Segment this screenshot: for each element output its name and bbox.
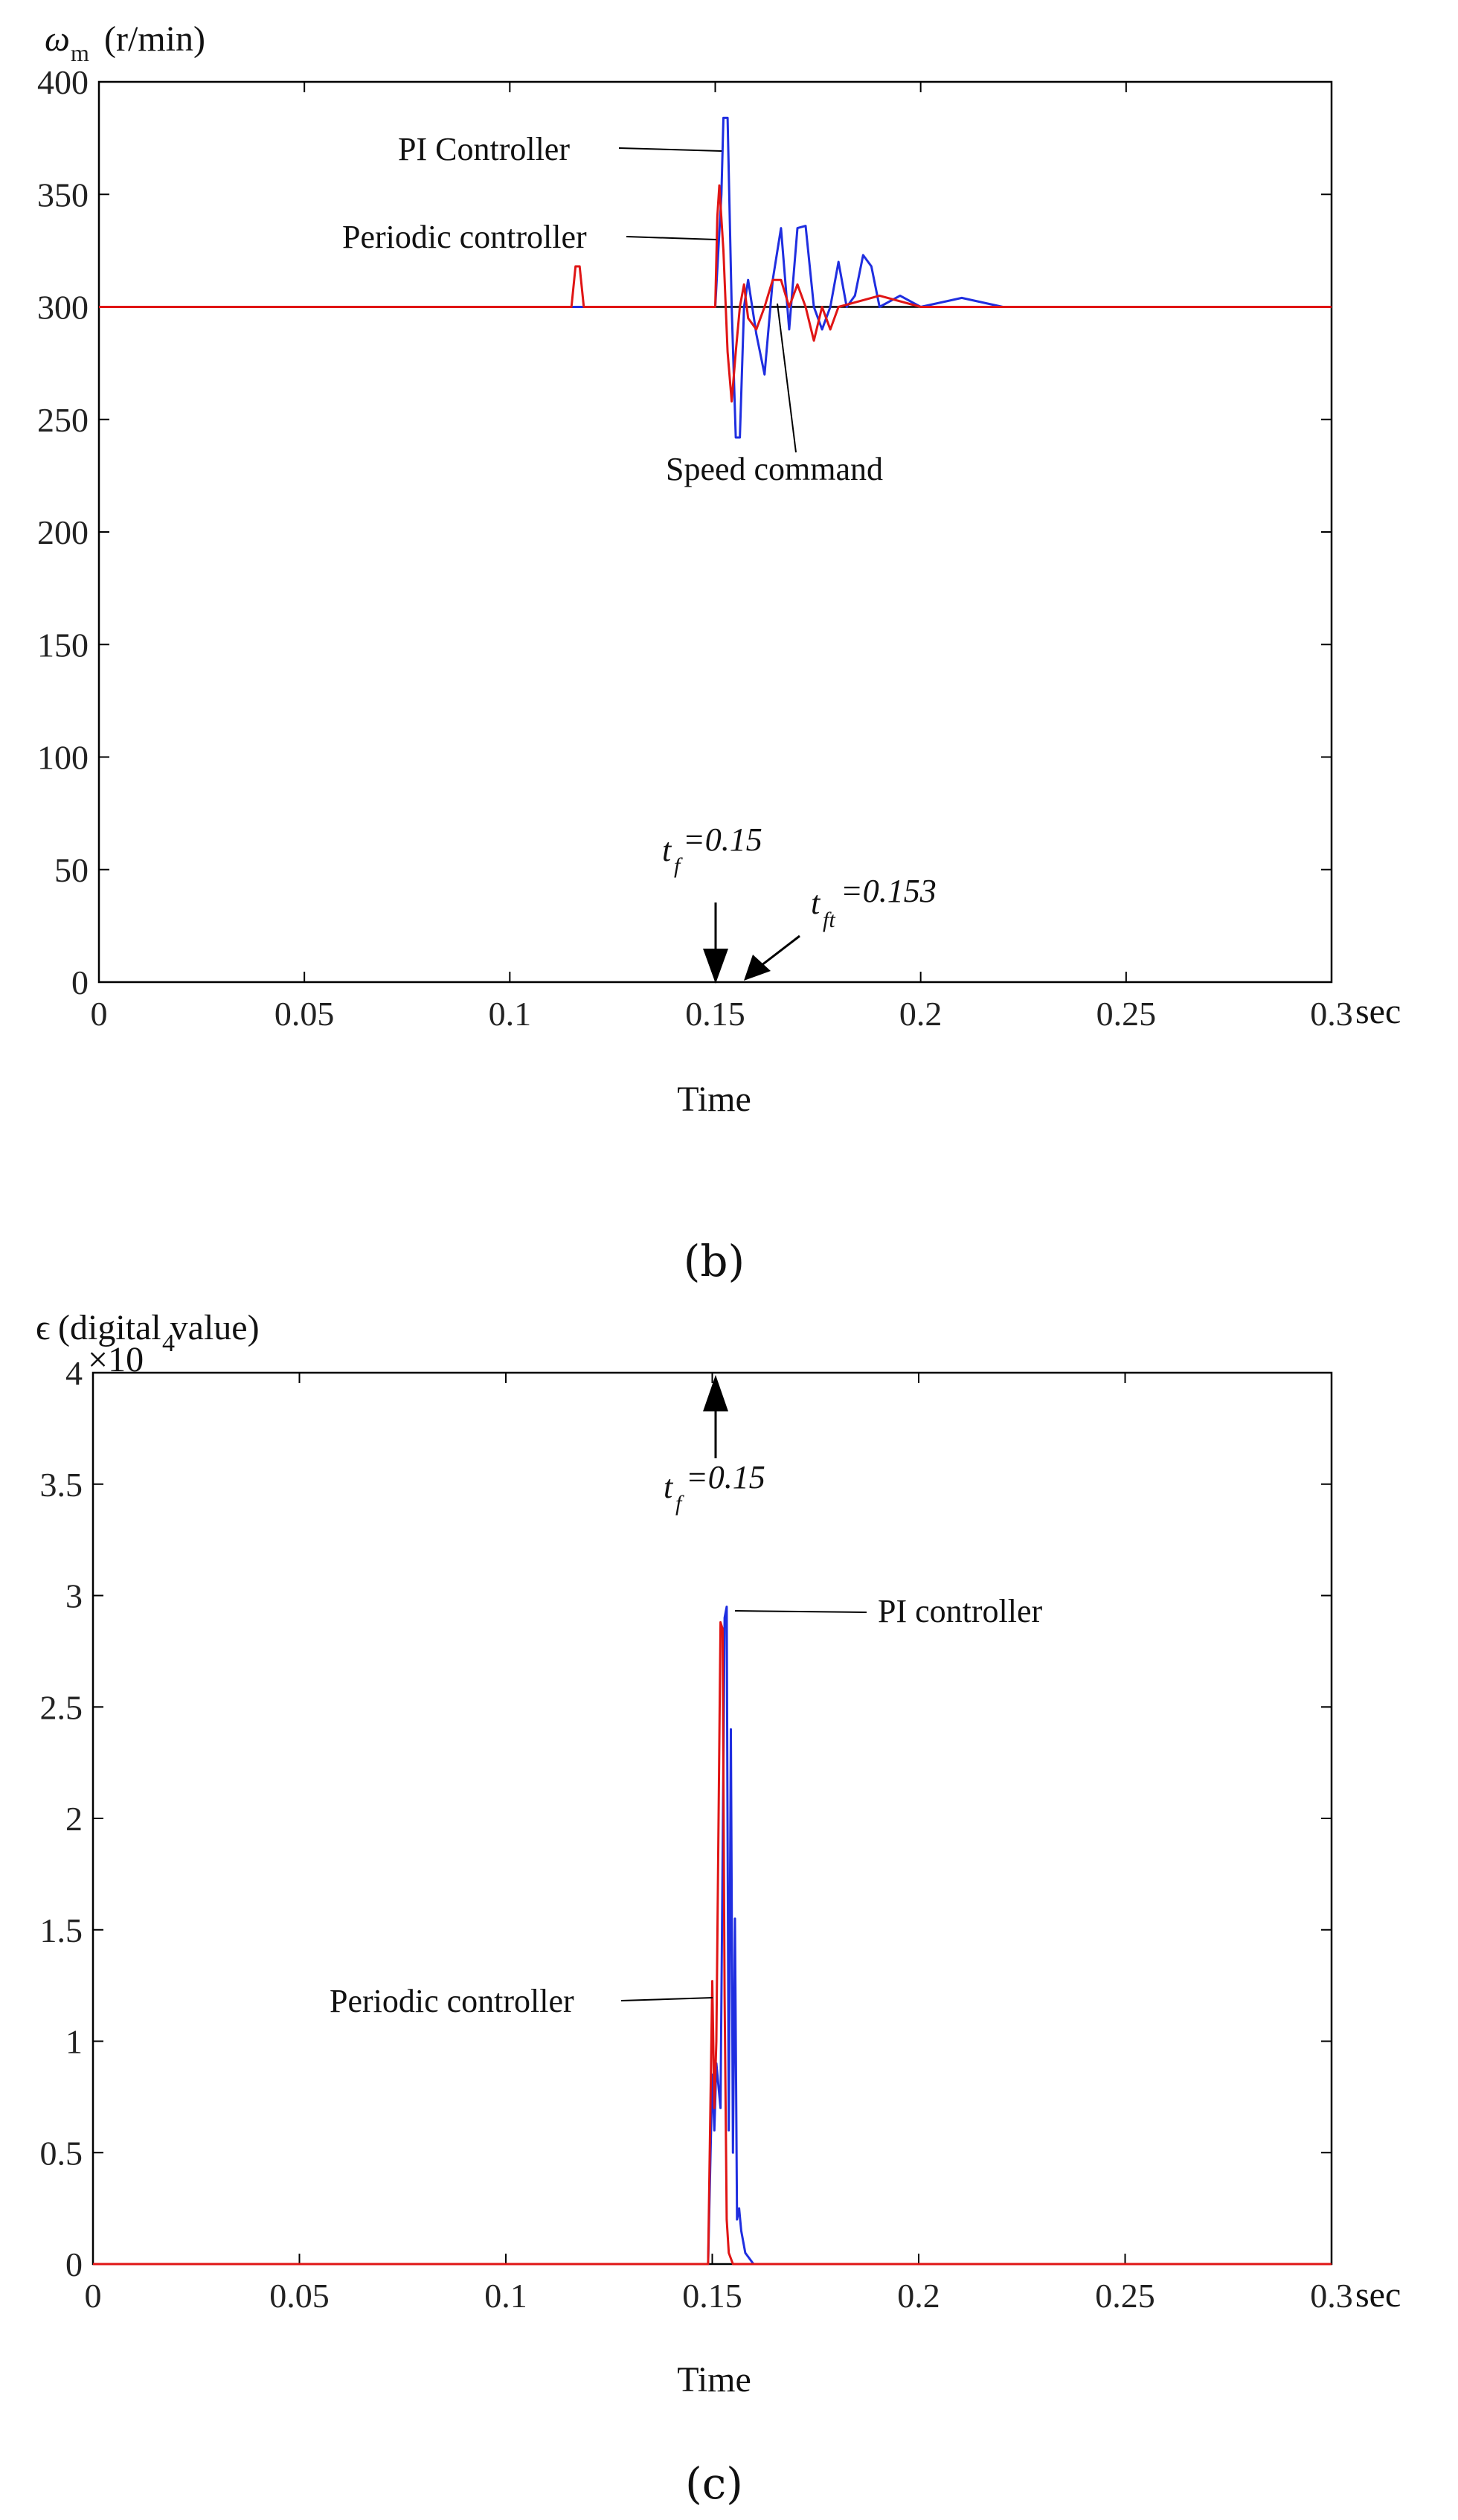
y-tick-label: 300 [37, 289, 89, 327]
chart-b: 0 50 100 150 200 250 300 350 400 0 0.05 0.1 0.15 0.2… [37, 19, 1401, 1286]
series-periodic-controller-line [93, 1620, 1332, 2266]
c-tf-arrowhead [703, 1375, 728, 1411]
b-series [99, 116, 1332, 439]
y-tick-label: 50 [54, 851, 89, 889]
y-tick-label: 150 [37, 626, 89, 664]
y-tick-label: 4 [65, 1354, 83, 1392]
y-tick-label: 1.5 [40, 1911, 83, 1949]
b-x-unit: sec [1355, 992, 1401, 1031]
y-tick-label: 0 [65, 2245, 83, 2283]
caption-b: (b) [684, 1236, 745, 1286]
b-pi-leader [618, 147, 722, 152]
c-periodic-leader [620, 1997, 713, 2001]
c-ann-pi: PI controller [878, 1593, 1043, 1629]
y-tick-label: 1 [65, 2023, 83, 2061]
c-xticks: 0 0.05 0.1 0.15 0.2 0.25 0.3 [85, 1373, 1353, 2315]
x-tick-label: 0 [85, 2277, 102, 2315]
b-tft-arrowhead [744, 955, 771, 981]
b-tf-suffix: =0.15 [683, 821, 762, 858]
x-tick-label: 0.05 [269, 2277, 330, 2315]
x-tick-label: 0 [91, 995, 108, 1033]
b-tf-prefix: t [662, 832, 672, 868]
y-tick-label: 100 [37, 739, 89, 777]
y-tick-label: 3.5 [40, 1466, 83, 1504]
x-tick-label: 0.3 [1310, 2277, 1353, 2315]
c-series [93, 1606, 1332, 2266]
x-tick-label: 0.2 [897, 2277, 940, 2315]
c-ylabel-symbol: ϵ [36, 1308, 50, 1347]
x-tick-label: 0.25 [1095, 2277, 1155, 2315]
x-tick-label: 0.1 [484, 2277, 527, 2315]
c-y-multiplier: ×10 [88, 1340, 144, 1379]
y-tick-label: 0 [71, 964, 89, 1001]
c-tf-sub: f [675, 1491, 684, 1516]
b-command-leader [777, 303, 797, 453]
c-yticks: 0 0.5 1 1.5 2 2.5 3 3.5 4 [40, 1354, 1332, 2283]
b-ann-pi: PI Controller [398, 131, 570, 167]
c-ann-periodic: Periodic controller [330, 1983, 574, 2019]
b-ylabel-sub: m [71, 39, 89, 66]
b-tft-suffix: =0.153 [841, 873, 937, 909]
caption-c: (c) [685, 2458, 743, 2509]
b-tf-sub: f [674, 853, 683, 878]
c-tf-suffix: =0.15 [686, 1459, 765, 1495]
y-tick-label: 400 [37, 63, 89, 101]
x-tick-label: 0.25 [1096, 995, 1157, 1033]
b-ann-periodic: Periodic controller [342, 219, 587, 255]
b-tft-sub: ft [823, 908, 835, 932]
x-tick-label: 0.1 [489, 995, 532, 1033]
b-ylabel-symbol: ω [45, 19, 70, 59]
y-tick-label: 250 [37, 401, 89, 439]
y-tick-label: 3 [65, 1577, 83, 1615]
x-tick-label: 0.3 [1310, 995, 1353, 1033]
c-x-unit: sec [1355, 2275, 1401, 2315]
c-ylabel-unit: (digital value) [58, 1308, 260, 1347]
chart-c: 0 0.5 1 1.5 2 2.5 3 3.5 4 0 0.05 0.1 0.15 0.2 0.25 0.3… [36, 1308, 1401, 2509]
y-tick-label: 200 [37, 513, 89, 551]
y-tick-label: 0.5 [40, 2134, 83, 2172]
series-pi-controller-line [93, 1606, 1332, 2266]
b-ann-command: Speed command [666, 451, 883, 487]
c-y-multiplier-exp: 4 [162, 1330, 175, 1357]
c-xlabel: Time [677, 2360, 751, 2399]
x-tick-label: 0.15 [682, 2277, 742, 2315]
b-periodic-leader [626, 236, 717, 240]
x-tick-label: 0.15 [685, 995, 745, 1033]
b-tft-prefix: t [811, 885, 821, 921]
b-xticks: 0 0.05 0.1 0.15 0.2 0.25 0.3 [91, 82, 1353, 1033]
series-periodic-controller-line [99, 184, 1332, 403]
c-pi-leader [734, 1610, 867, 1613]
y-tick-label: 2.5 [40, 1688, 83, 1726]
y-tick-label: 2 [65, 1800, 83, 1838]
plot-area-c [91, 1371, 1333, 2266]
y-tick-label: 350 [37, 176, 89, 214]
b-yticks: 0 50 100 150 200 250 300 350 400 [37, 63, 1332, 1001]
b-ylabel-unit: (r/min) [104, 19, 205, 59]
x-tick-label: 0.2 [899, 995, 942, 1033]
b-tf-arrowhead [703, 949, 728, 984]
b-xlabel: Time [677, 1080, 751, 1119]
c-tf-prefix: t [664, 1469, 674, 1505]
x-tick-label: 0.05 [274, 995, 335, 1033]
